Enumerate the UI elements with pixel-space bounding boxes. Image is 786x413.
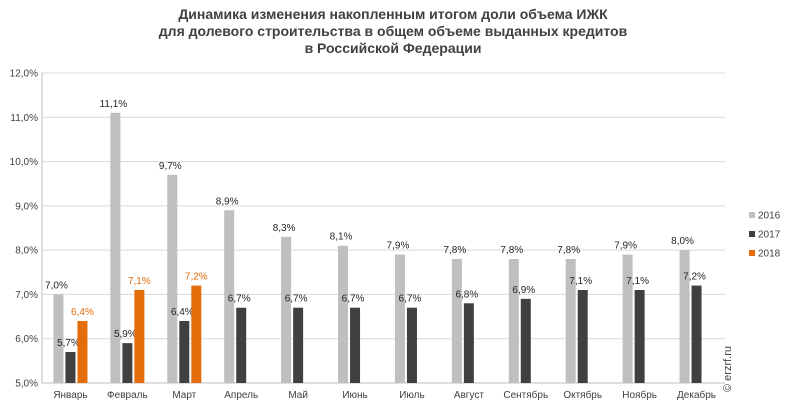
data-label: 6,7% [342,294,365,305]
bar-2016 [110,112,121,383]
data-label: 8,3% [273,223,296,234]
data-label: 8,9% [216,196,239,207]
bar-2016 [167,174,178,383]
y-tick-label: 7,0% [15,290,38,301]
data-label: 8,1% [330,232,353,243]
bar-2018 [77,321,88,383]
x-tick-label: Апрель [224,390,258,401]
legend-label: 2016 [758,211,781,222]
bar-2018 [134,290,145,383]
data-label: 7,2% [683,272,706,283]
x-tick-label: Февраль [107,390,148,401]
data-label: 8,0% [671,236,694,247]
x-tick-label: Октябрь [563,389,602,401]
bar-2017 [406,307,417,383]
data-label: 7,8% [557,245,580,256]
bar-2016 [622,254,633,383]
data-label: 5,9% [114,329,137,340]
bar-2018 [191,285,202,383]
x-tick-label: Июнь [342,390,367,401]
bar-2017 [691,285,702,383]
x-tick-label: Декабрь [677,389,716,401]
y-tick-label: 5,0% [15,379,38,390]
data-label: 7,0% [45,280,68,291]
y-tick-label: 10,0% [10,157,38,168]
bar-2017 [634,290,645,383]
y-tick-label: 12,0% [10,69,38,80]
y-tick-label: 11,0% [10,113,38,124]
legend-swatch [749,250,755,256]
legend-label: 2017 [758,230,781,241]
bar-2016 [565,259,576,383]
data-label: 7,9% [387,241,410,252]
bar-2017 [179,321,190,383]
x-tick-label: Январь [53,390,87,401]
data-label: 6,4% [171,307,194,318]
legend-swatch [749,212,755,218]
data-label: 5,7% [57,338,80,349]
bar-2016 [679,250,690,383]
data-label: 7,8% [500,245,523,256]
bar-2017 [293,307,304,383]
y-tick-label: 6,0% [15,334,38,345]
data-label: 6,7% [228,294,251,305]
legend-swatch [749,231,755,237]
chart-title-line-1: Динамика изменения накопленным итогом до… [178,6,608,22]
x-tick-label: Май [288,390,308,401]
credit-text: © erzrf.ru [722,346,734,392]
data-label: 7,8% [443,245,466,256]
y-tick-label: 8,0% [15,246,38,257]
chart-title-line-2: для долевого строительства в общем объем… [158,23,628,39]
bar-2016 [281,236,292,383]
bar-2017 [463,303,474,383]
bar-2016 [451,259,462,383]
data-label: 6,9% [512,285,535,296]
bar-2016 [224,210,235,383]
data-label: 6,8% [455,289,478,300]
bar-2016 [338,245,349,383]
x-tick-label: Август [454,390,485,401]
data-label: 11,1% [100,99,128,110]
chart-title-line-3: в Российской Федерации [304,40,482,56]
legend-label: 2018 [758,249,781,260]
bar-2016 [53,294,64,383]
data-label: 7,1% [128,276,151,287]
data-label: 6,4% [71,307,94,318]
x-tick-label: Март [172,390,196,401]
bar-2017 [236,307,247,383]
data-label: 7,1% [569,276,592,287]
data-label: 7,2% [185,272,208,283]
bar-2016 [508,259,519,383]
x-tick-label: Сентябрь [503,389,548,401]
data-label: 9,7% [159,161,182,172]
bar-2017 [577,290,588,383]
y-tick-label: 9,0% [15,201,38,212]
bar-2017 [122,343,133,383]
data-label: 6,7% [399,294,422,305]
data-label: 6,7% [285,294,308,305]
data-label: 7,9% [614,241,637,252]
data-label: 7,1% [626,276,649,287]
bar-2016 [394,254,405,383]
x-tick-label: Июль [399,390,425,401]
x-tick-label: Ноябрь [622,389,657,401]
bar-2017 [65,352,76,383]
bar-2017 [350,307,361,383]
bar-2017 [520,298,531,383]
